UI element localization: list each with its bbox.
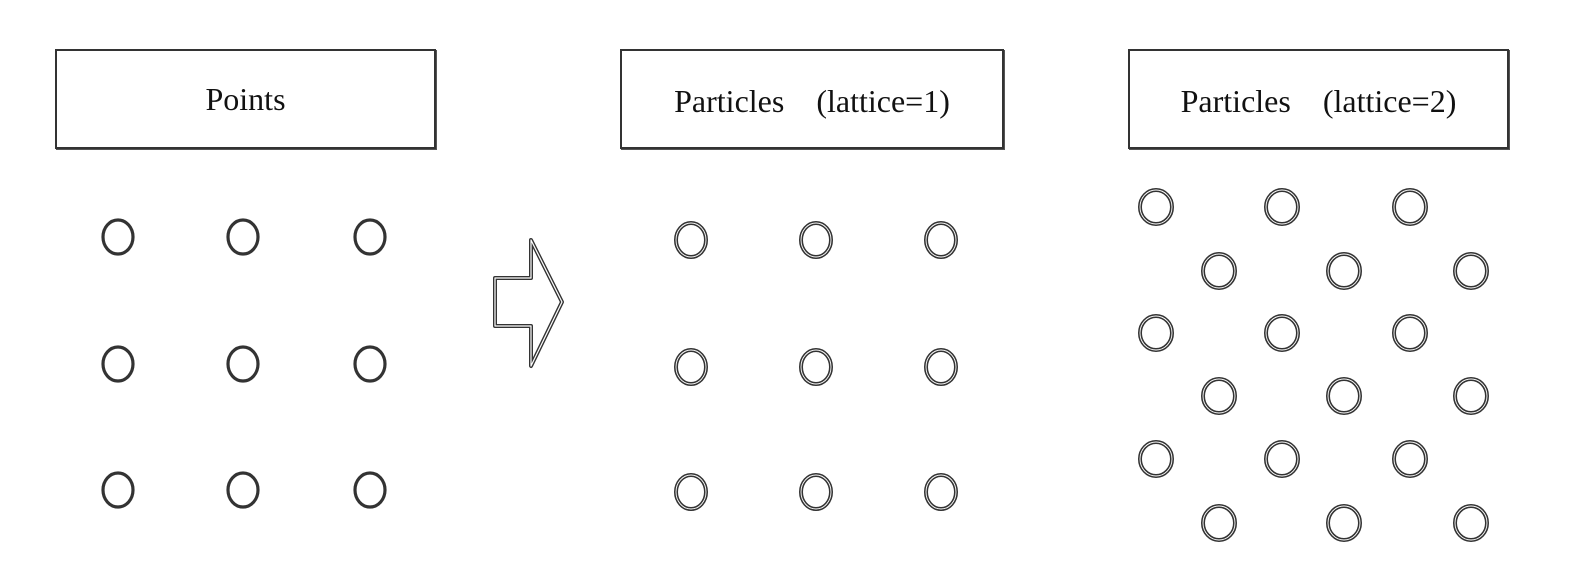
particle-circle-highlight [925, 474, 957, 510]
particles-lattice2-grid [1138, 188, 1489, 542]
points-label-box: Points [55, 49, 436, 149]
particles-lattice2-label: Particles (lattice=2) [1180, 83, 1457, 119]
particle-circle-highlight [1327, 253, 1361, 289]
particles-lattice2-label-box: Particles (lattice=2) [1128, 49, 1509, 149]
particle-circle-highlight [1327, 505, 1361, 541]
particle-circle-highlight [1454, 505, 1488, 541]
point-circle [353, 471, 387, 509]
point-circle [101, 345, 135, 383]
particle-circle-highlight [1393, 441, 1427, 477]
particle-circle-highlight [800, 222, 832, 258]
particle-circle-highlight [675, 349, 707, 385]
particle-circle-highlight [800, 474, 832, 510]
point-circle [226, 218, 260, 256]
particle-circle-highlight [1202, 505, 1236, 541]
particle-circle-highlight [1265, 189, 1299, 225]
point-circle [226, 471, 260, 509]
particle-circle-highlight [1327, 378, 1361, 414]
particle-circle-highlight [1393, 189, 1427, 225]
particle-circle-highlight [1202, 378, 1236, 414]
particle-circle-highlight [1454, 378, 1488, 414]
point-circle [101, 218, 135, 256]
particles-lattice1-grid [674, 221, 958, 511]
point-circle [226, 345, 260, 383]
right-arrow-icon [493, 238, 564, 368]
particles-lattice1-label: Particles (lattice=1) [674, 83, 950, 119]
point-circle [353, 345, 387, 383]
particle-circle-highlight [1393, 315, 1427, 351]
point-circle [353, 218, 387, 256]
points-grid [101, 218, 387, 509]
points-label: Points [205, 80, 286, 117]
particle-circle-highlight [1265, 315, 1299, 351]
particle-circle-highlight [1454, 253, 1488, 289]
particle-circle-highlight [1139, 189, 1173, 225]
particle-circle-highlight [800, 349, 832, 385]
particles-lattice1-label-box: Particles (lattice=1) [620, 49, 1004, 149]
particle-circle-highlight [675, 222, 707, 258]
particle-circle-highlight [925, 349, 957, 385]
particle-circle-highlight [1265, 441, 1299, 477]
particle-circle-highlight [1139, 441, 1173, 477]
particle-circle-highlight [1139, 315, 1173, 351]
particle-circle-highlight [675, 474, 707, 510]
particle-circle-highlight [1202, 253, 1236, 289]
particle-circle-highlight [925, 222, 957, 258]
point-circle [101, 471, 135, 509]
